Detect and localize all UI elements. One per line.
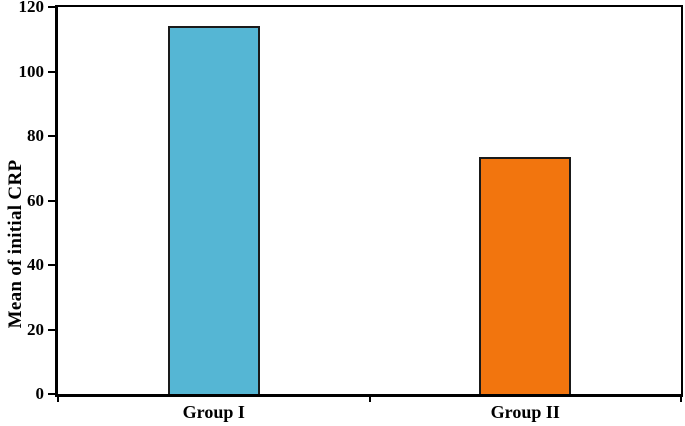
y-tick-label: 40 [27,255,44,275]
y-tick-mark [48,199,55,202]
x-tick-mark [368,397,371,402]
y-tick-label: 100 [18,61,45,81]
y-tick-label: 60 [27,190,44,210]
y-axis-title: Mean of initial CRP [5,159,26,329]
x-category-label: Group II [490,402,560,422]
y-tick-mark [48,70,55,73]
y-tick-label: 20 [27,319,44,339]
plot-area: 0 20 40 60 80 100 120 Group I Group II [19,0,683,422]
x-tick-mark [680,397,682,402]
y-tick-mark [48,393,55,395]
y-tick-label: 80 [27,126,44,146]
y-tick-mark [48,264,55,267]
y-tick-mark [48,328,55,331]
y-tick-mark [48,135,55,138]
bar-group-i [167,26,260,394]
x-tick-mark [57,397,59,402]
x-category-label: Group I [182,402,245,422]
bar-group-ii [479,156,572,394]
y-tick-mark [48,6,55,8]
y-tick-label: 0 [35,384,45,403]
y-tick-label: 120 [18,0,45,16]
